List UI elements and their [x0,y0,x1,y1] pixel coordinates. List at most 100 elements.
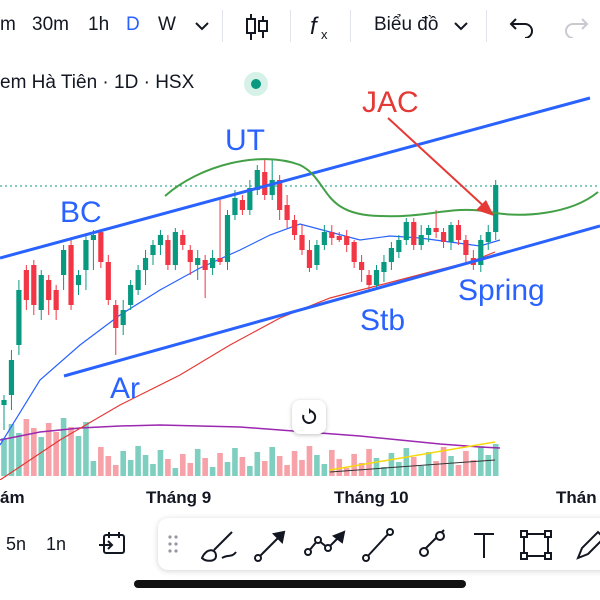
candle-body [403,222,409,240]
symbol-title[interactable]: em Hà Tiên · 1D · HSX [0,72,195,93]
volume-bar [418,466,424,476]
brush-icon[interactable] [200,531,237,562]
reset-chart-button[interactable] [292,400,326,434]
volume-bar [440,447,447,476]
arrow-line-icon[interactable] [254,530,286,562]
volume-bar [135,446,141,476]
candle-body [224,215,231,262]
volume-bar [187,463,194,476]
volume-bar [403,448,410,476]
annotation-ut: UT [225,124,265,157]
volume-ma-line [0,424,501,449]
volume-bar [299,460,305,476]
candle-body [113,305,119,328]
candle-body [1,400,7,405]
candle-body [83,240,89,270]
volume-bar [60,418,67,476]
volume-bar [366,449,372,476]
candle-body [426,228,432,235]
volume-bar [269,447,275,476]
interval-1h[interactable]: 1h [88,14,110,35]
volume-bar [120,451,126,476]
volume-bar [165,459,171,476]
trend-line-icon[interactable] [362,528,394,562]
annotation-bc: BC [60,196,102,229]
chevron-down-icon[interactable] [452,18,470,34]
volume-bar [1,438,7,476]
interval-minute[interactable]: m [0,14,16,35]
volume-bar [433,461,439,476]
candle-body [68,245,74,305]
volume-bar [329,450,335,476]
price-chart[interactable]: JAC UT BC Ar Stb Spring [0,52,600,480]
volume-bar [209,467,216,476]
volume-bar [16,433,22,476]
candle-body [38,275,44,310]
candle-body [195,258,201,265]
volume-bar [90,461,97,476]
candle-body [321,232,327,245]
chart-menu-label[interactable]: Biểu đồ [374,14,439,35]
volume-bar [150,464,156,476]
jac-arrow-head [476,200,494,216]
volume-bar [492,444,499,476]
volume-bar [381,467,387,476]
candle-body [217,258,223,262]
redo-icon [565,18,589,38]
volume-bar [53,432,59,476]
drawing-toolbar [158,518,600,570]
volume-bar [31,428,37,476]
candle-body [202,260,208,270]
candle-body [46,280,52,300]
interval-30m[interactable]: 30m [32,14,69,35]
volume-bar [373,458,380,476]
candle-body [98,232,104,262]
volume-bar [239,457,246,476]
volume-bar [194,449,201,476]
volume-bar [425,452,432,476]
calendar-goto-icon[interactable] [98,530,128,558]
volume-bar [127,460,134,476]
time-axis[interactable]: ám Tháng 9 Tháng 10 Thán [0,480,600,516]
volume-bar [172,468,179,476]
candle-body [31,265,37,305]
volume-bar [232,448,238,476]
annotation-spring: Spring [458,274,545,307]
candle-body [135,270,141,290]
interval-weekly[interactable]: W [158,14,176,35]
volume-bar [254,452,261,476]
text-icon[interactable] [474,533,494,558]
ray-icon[interactable] [419,529,445,557]
drag-handle-icon[interactable] [168,535,178,553]
volume-bar [202,458,208,476]
candle-body [388,248,394,262]
candle-body [210,258,216,268]
candle-body [373,270,380,285]
time-axis-label: ám [0,488,25,507]
volume-bar [321,464,328,476]
interval-daily[interactable]: D [126,14,140,35]
candlestick-icon[interactable] [244,12,270,42]
candle-body [381,262,387,272]
volume-bar [410,457,417,476]
path-icon[interactable] [304,530,346,556]
candle-body [61,250,67,275]
candle-body [239,200,245,210]
pencil-icon[interactable] [576,530,600,560]
range-5-button[interactable]: 5n [6,534,27,554]
volume-bar [388,453,395,476]
candle-body [418,235,424,245]
volume-bar [336,459,343,476]
candle-body [165,240,171,265]
chart-pane[interactable]: JAC UT BC Ar Stb Spring [0,52,600,480]
time-axis-label: Thán [556,488,597,507]
volume-bar [98,447,104,476]
candle-body [232,198,238,215]
volume-bar [8,424,15,476]
candle-body [485,232,491,242]
rectangle-icon[interactable] [520,530,552,560]
fx-icon[interactable]: f x [308,10,336,42]
chevron-down-icon[interactable] [193,18,211,34]
range-1-button[interactable]: 1n [46,534,67,554]
undo-icon[interactable] [508,14,536,38]
